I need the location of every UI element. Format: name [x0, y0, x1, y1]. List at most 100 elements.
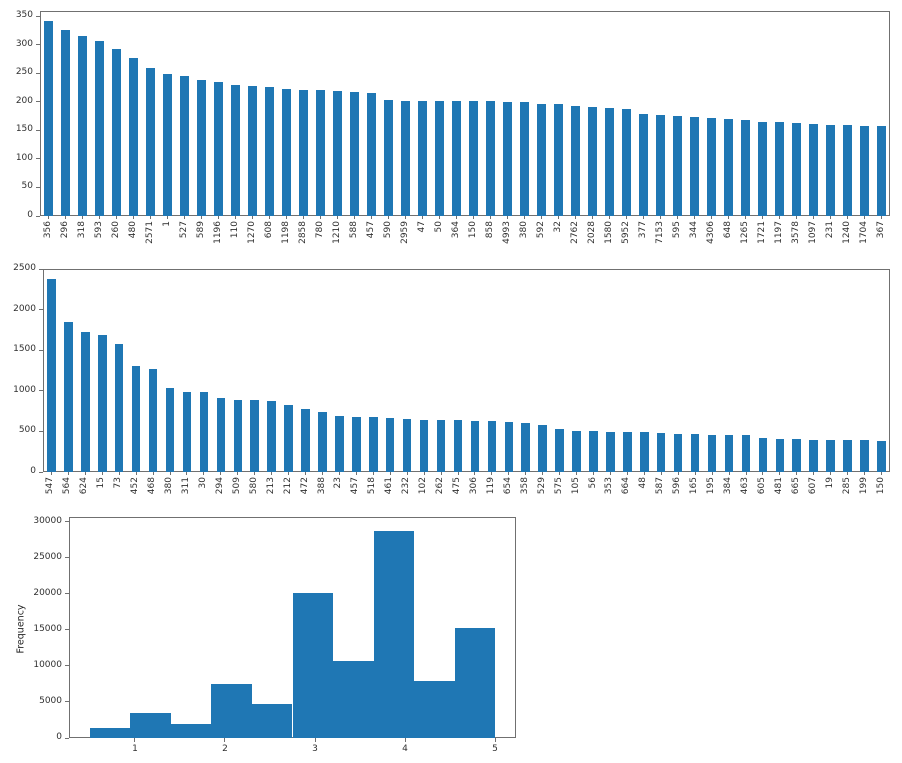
x-tick-label: 3	[312, 744, 318, 754]
bar-slot	[159, 11, 176, 216]
bar	[163, 74, 172, 216]
x-tick-label: 50	[433, 221, 444, 233]
bar	[741, 120, 750, 216]
x-tick-label: 648	[722, 221, 733, 239]
x-tick	[813, 216, 814, 219]
x-tick	[422, 216, 423, 219]
x-tick-label: 457	[350, 477, 361, 495]
x-tick	[609, 472, 611, 475]
x-tick-label: 480	[127, 221, 138, 239]
bar-slot	[111, 269, 128, 472]
x-tick	[728, 472, 730, 475]
bar-slot	[57, 11, 74, 216]
x-tick-label: 564	[62, 477, 73, 495]
bar-slot	[482, 11, 499, 216]
x-tick-label: 262	[435, 477, 446, 495]
bar-slot	[145, 269, 162, 472]
x-tick	[372, 472, 374, 475]
bar	[350, 92, 359, 216]
x-tick	[184, 216, 185, 219]
bar	[622, 109, 631, 216]
x-tick	[99, 216, 100, 219]
bar	[826, 125, 835, 216]
x-tick-label: 1	[161, 221, 172, 227]
bar	[402, 419, 412, 472]
y-tick-label: 0	[56, 732, 62, 742]
x-tick	[167, 216, 168, 219]
bar-slot	[636, 269, 653, 472]
bar-slot	[314, 269, 331, 472]
x-tick	[559, 472, 561, 475]
x-tick	[169, 472, 171, 475]
x-tick	[745, 216, 746, 219]
x-tick-label: 590	[382, 221, 393, 239]
bar-slot	[295, 11, 312, 216]
bar-slot	[162, 269, 179, 472]
bar	[775, 121, 784, 216]
x-tick-label: 380	[518, 221, 529, 239]
x-tick	[813, 472, 815, 475]
bar	[233, 399, 243, 472]
x-tick-label: 2959	[399, 221, 410, 244]
x-tick	[660, 216, 661, 219]
x-tick-label: 1580	[603, 221, 614, 244]
bar-slot	[195, 269, 212, 472]
x-tick-label: 356	[42, 221, 53, 239]
x-tick	[439, 216, 440, 219]
x-tick-label: 587	[655, 477, 666, 495]
bar	[47, 278, 56, 472]
bar	[572, 430, 581, 472]
bar-slot	[856, 11, 873, 216]
x-tick	[134, 738, 136, 742]
bar-slot	[74, 11, 91, 216]
x-tick-label: 468	[147, 477, 158, 495]
bar	[690, 433, 700, 472]
bar	[877, 441, 886, 472]
bar	[520, 102, 529, 216]
x-tick	[711, 472, 713, 475]
bar-slot	[568, 269, 585, 472]
x-tick	[592, 216, 593, 219]
y-tick-label: 2500	[13, 263, 36, 273]
x-tick-label: 3578	[790, 221, 801, 244]
x-tick-label: 1265	[739, 221, 750, 244]
x-tick	[286, 216, 287, 219]
bar-slot	[517, 269, 534, 472]
x-tick-label: 1210	[331, 221, 342, 244]
bar-slot	[399, 269, 416, 472]
x-tick	[745, 472, 747, 475]
y-tick-label: 2000	[13, 303, 36, 314]
bar	[418, 100, 427, 216]
x-tick-label: 2028	[586, 221, 597, 244]
y-tick	[65, 665, 69, 667]
x-tick-label: 105	[570, 477, 581, 495]
x-tick-label: 4306	[705, 221, 716, 244]
bar	[606, 431, 615, 472]
y-tick	[65, 629, 69, 631]
x-tick	[779, 472, 781, 475]
bar-slot	[737, 11, 754, 216]
x-tick-label: 294	[214, 477, 225, 495]
bar-slot	[839, 11, 856, 216]
x-tick-label: 4	[402, 744, 408, 754]
bar-slot	[873, 269, 890, 472]
x-tick-label: 19	[824, 477, 835, 489]
histogram-bar	[333, 660, 374, 738]
x-tick-label: 481	[773, 477, 784, 495]
bar-slot	[244, 11, 261, 216]
x-tick-label: 377	[637, 221, 648, 239]
x-tick-label: 110	[229, 221, 240, 239]
bar-slot	[431, 11, 448, 216]
x-tick-label: 285	[841, 477, 852, 495]
x-tick	[864, 472, 866, 475]
bar-slot	[601, 11, 618, 216]
bar-slot	[210, 11, 227, 216]
bar	[401, 100, 410, 216]
x-tick	[303, 216, 304, 219]
x-tick	[711, 216, 712, 219]
x-tick	[796, 216, 797, 219]
bar	[384, 100, 393, 216]
x-tick-label: 32	[552, 221, 563, 233]
x-tick	[305, 472, 307, 475]
y-tick	[36, 72, 40, 74]
